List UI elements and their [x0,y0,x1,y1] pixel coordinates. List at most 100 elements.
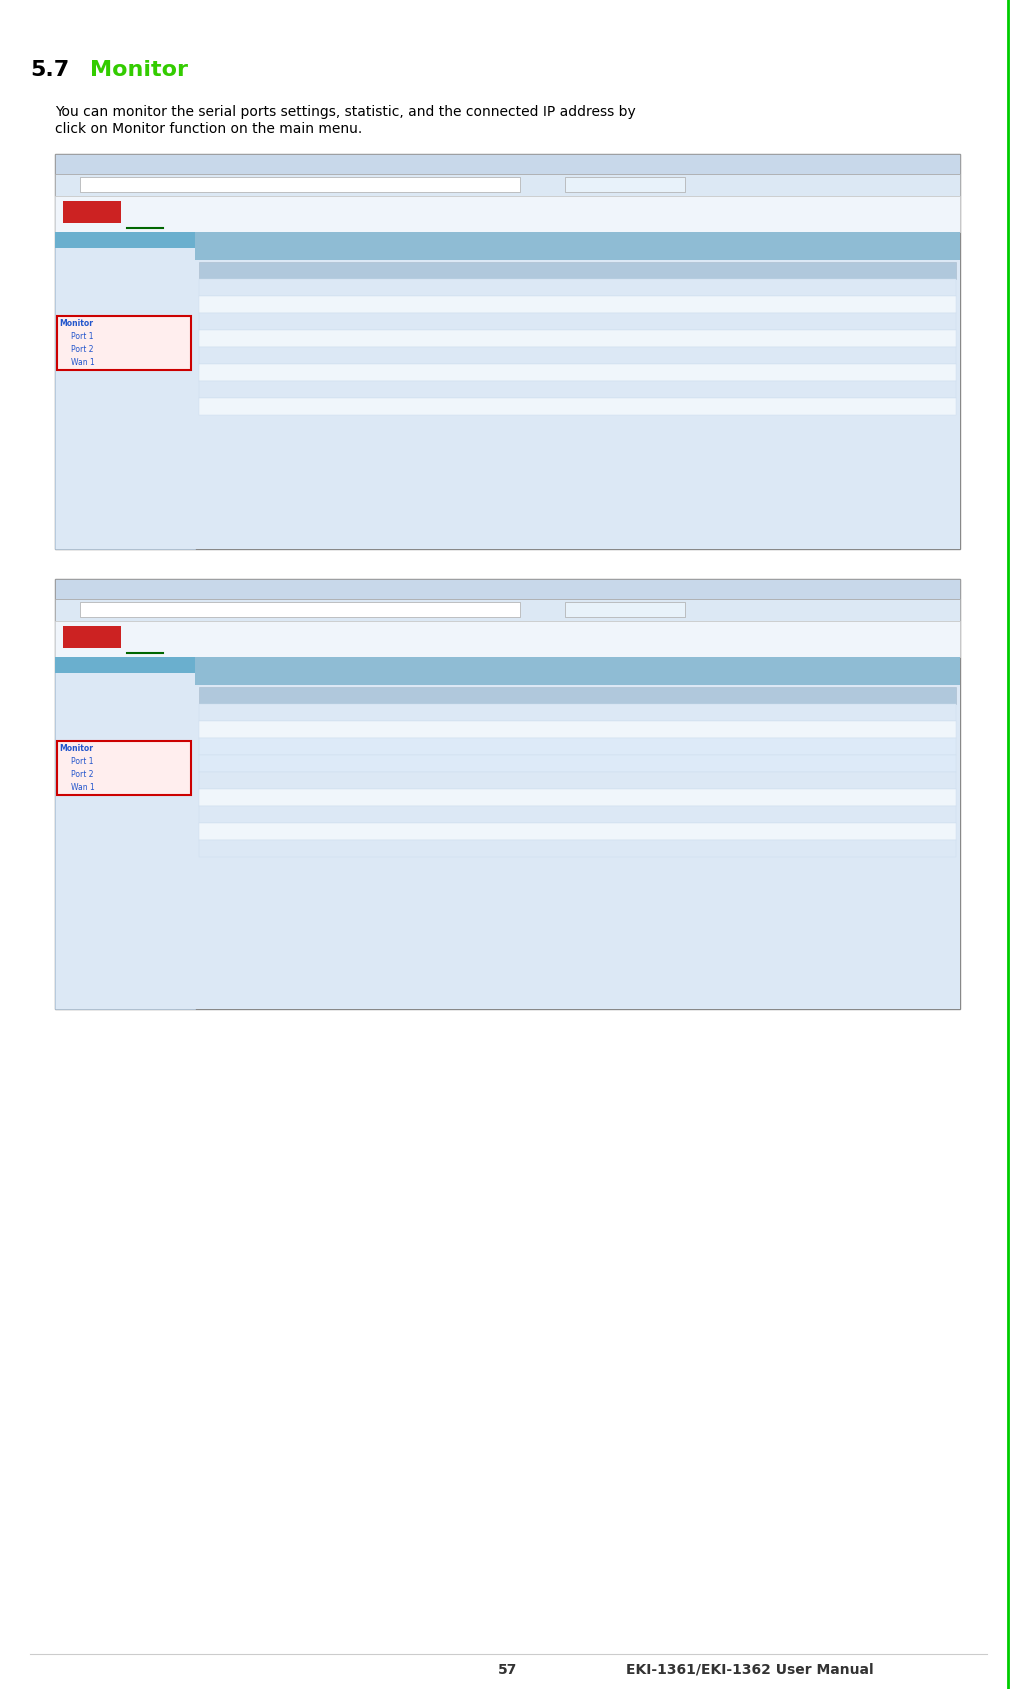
Text: ρ • δ ×: ρ • δ × [525,603,550,610]
Text: Setting: Setting [203,691,233,699]
Text: Port 1: Port 1 [71,331,94,341]
Bar [55,176,960,198]
Text: You can monitor the serial ports settings, statistic, and the connected IP addre: You can monitor the serial ports setting… [55,105,636,118]
Text: Ping: Ping [67,449,83,458]
Bar [55,622,960,657]
Text: DSR: DSR [203,826,221,836]
Text: Port 1 Status: Port 1 Status [203,236,316,252]
Text: Total Rx Count: Total Rx Count [203,758,272,767]
Bar [55,579,960,1010]
Text: OFF: OFF [657,792,673,802]
Text: click on Monitor function on the main menu.: click on Monitor function on the main me… [55,122,362,135]
Text: Ethernet Configuration: Ethernet Configuration [67,280,155,289]
Text: Statistic: Statistic [490,691,525,699]
Bar [57,741,191,796]
Bar [199,721,956,738]
Bar [195,233,960,260]
Text: OFF: OFF [657,368,673,377]
Text: ■: ■ [59,319,64,324]
Text: ConnectedIP: ConnectedIP [657,265,710,275]
Bar [55,155,960,176]
Text: ◄: ◄ [61,177,67,187]
Bar [199,841,956,858]
Text: Wan 1: Wan 1 [71,782,95,792]
Text: 0: 0 [657,758,662,767]
Text: x: x [690,603,695,610]
Text: 1: 1 [657,334,662,343]
Text: DTR: DTR [203,809,221,819]
Text: ▸: ▸ [65,331,68,336]
Bar [199,280,956,297]
Text: OFF: OFF [657,843,673,853]
Text: Operating Mode: Operating Mode [203,282,271,292]
Text: ▸: ▸ [61,873,64,878]
Text: LogFile: LogFile [67,809,94,817]
Bar [57,318,191,372]
Bar [55,579,960,600]
Bar [55,155,960,549]
Text: ON: ON [657,775,670,784]
Text: ▸: ▸ [61,731,64,736]
Text: ■: ■ [59,743,64,748]
Text: Wireless Configuration: Wireless Configuration [67,292,154,302]
Text: ▸: ▸ [65,757,68,762]
Text: Port 2: Port 2 [71,345,94,353]
Text: Rx Count: Rx Count [203,725,241,733]
Text: 0: 0 [657,741,662,750]
Text: Export: Export [67,410,93,419]
Text: Wan 1: Wan 1 [71,358,95,367]
Text: ▸: ▸ [61,422,64,427]
Bar [199,738,956,755]
Text: Ethernet Configuration: Ethernet Configuration [67,704,155,713]
Bar [80,177,520,193]
Text: Monitor: Monitor [59,743,93,753]
Text: ▸: ▸ [61,809,64,814]
Bar [195,657,960,1010]
Text: ▸: ▸ [61,860,64,865]
Text: Port 1: Port 1 [71,757,94,765]
Text: ▸: ▸ [61,267,64,272]
Text: System: System [67,691,96,701]
Text: Import: Import [67,422,93,432]
Bar [55,657,195,674]
Text: Home: Home [59,679,81,687]
Bar [195,233,960,549]
Bar [199,824,956,841]
Bar [199,789,956,807]
Text: Port Configuration: Port Configuration [67,306,137,314]
Text: ▸: ▸ [61,821,64,826]
Bar [55,233,195,248]
Text: Monitor: Monitor [59,743,93,753]
Text: EKI-1362 Web Server - Windows Internet Explorer: EKI-1362 Web Server - Windows Internet E… [61,157,250,167]
Text: Port 2: Port 2 [71,770,94,779]
Text: ▸: ▸ [61,292,64,297]
Text: OFF: OFF [657,385,673,394]
Text: DTR/DSR: DTR/DSR [203,402,241,410]
Text: ADVANTECH: ADVANTECH [64,630,117,638]
Text: ▸: ▸ [61,834,64,839]
Text: Port 2: Port 2 [71,770,94,779]
Bar [565,177,685,193]
Text: ▸: ▸ [65,770,68,775]
Text: Alarm: Alarm [59,372,81,380]
Text: CTS: CTS [203,792,219,802]
Text: EKI-1361/EKI-1362 User Manual: EKI-1361/EKI-1362 User Manual [626,1662,874,1675]
Text: Port 1: Port 1 [71,757,94,765]
Text: Home: Home [59,253,81,263]
Text: EKI-1362 Web Server: EKI-1362 Web Server [569,605,643,611]
Bar [55,622,960,1010]
Text: Tx Count: Tx Count [203,708,241,716]
Text: EKI-1362 Web Server - Windows Internet Explorer: EKI-1362 Web Server - Windows Internet E… [61,583,250,591]
Text: ▸: ▸ [61,280,64,285]
Bar [199,297,956,314]
Text: ▸: ▸ [65,782,68,787]
Bar [55,198,960,233]
Text: ▸: ▸ [61,306,64,311]
Text: ▸: ▸ [61,410,64,415]
Text: 5.7: 5.7 [29,61,69,79]
Text: x: x [690,179,695,184]
Bar [63,627,121,649]
Bar [199,704,956,721]
Text: ▸: ▸ [61,848,64,853]
Text: iCom: iCom [127,204,162,215]
